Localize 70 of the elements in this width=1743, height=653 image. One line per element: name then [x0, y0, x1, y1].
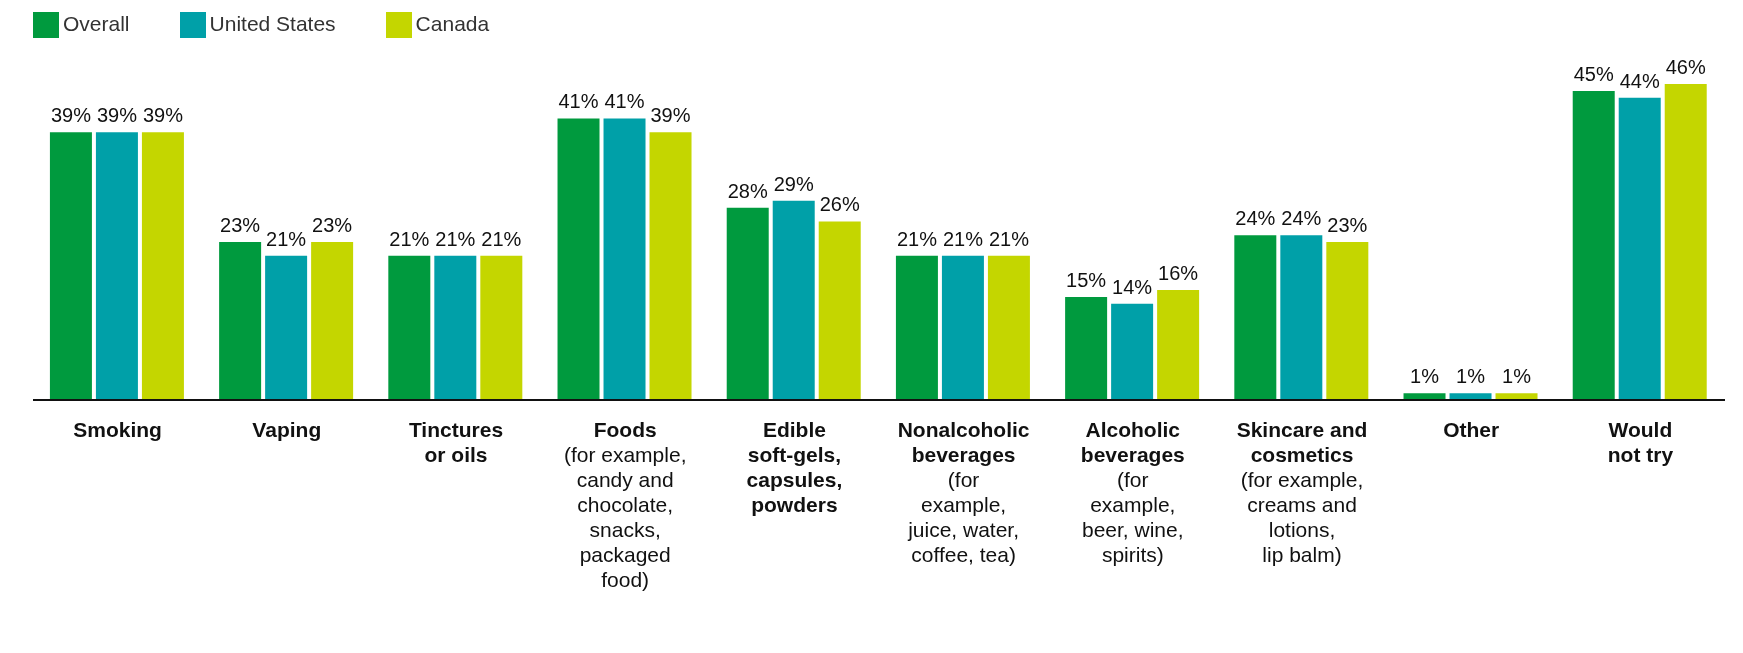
x-tick-label: Other [1443, 418, 1500, 441]
bar [388, 255, 431, 400]
bar [311, 242, 354, 400]
data-label: 23% [220, 214, 261, 237]
x-tick-label: Foods (for example, candy and chocolate, snacks, packaged food) [563, 418, 687, 591]
data-label: 21% [389, 227, 430, 250]
bar [95, 132, 138, 400]
bar [1664, 84, 1707, 400]
bar [49, 132, 92, 400]
x-tick-label: Skincare and cosmetics (for example, creams and lotions, lip balm) [1236, 418, 1368, 566]
data-label: 41% [604, 90, 645, 113]
data-label: 14% [1112, 275, 1153, 298]
bar [649, 132, 692, 400]
data-label: 39% [50, 104, 92, 127]
data-label: 1% [1410, 365, 1440, 388]
bar [726, 207, 769, 400]
legend-label: United States [209, 12, 336, 35]
bar [1572, 90, 1615, 400]
data-label: 16% [1158, 262, 1199, 285]
bar [557, 118, 600, 400]
bar [1618, 97, 1661, 400]
bar [265, 255, 308, 400]
data-label: 15% [1066, 268, 1107, 291]
data-label: 23% [312, 214, 353, 237]
x-tick-label: Would not try [1607, 418, 1674, 466]
x-tick-label: Alcoholic beverages (for example, beer, wine, spirits) [1080, 418, 1185, 566]
data-label: 39% [142, 104, 184, 127]
bar [1157, 290, 1200, 400]
bar [1280, 235, 1323, 400]
data-label: 1% [1456, 365, 1486, 388]
data-label: 1% [1502, 365, 1532, 388]
legend-label: Overall [63, 12, 130, 35]
x-tick-label: Tinctures or oils [408, 418, 504, 466]
bar [818, 221, 861, 400]
data-label: 41% [558, 90, 599, 113]
bar [895, 255, 938, 400]
data-label: 21% [988, 227, 1030, 250]
bar [219, 242, 262, 400]
data-label: 26% [819, 193, 860, 216]
legend-label: Canada [415, 12, 490, 35]
data-label: 29% [773, 172, 814, 195]
data-label: 21% [481, 227, 522, 250]
bar [141, 132, 184, 400]
bar [941, 255, 984, 400]
data-label: 39% [650, 104, 691, 127]
bar [1326, 242, 1369, 400]
x-tick-label: Vaping [252, 418, 322, 441]
bar [1111, 303, 1154, 400]
x-tick-label: Edible soft-gels, capsules, powders [746, 418, 843, 516]
bar [1065, 296, 1108, 400]
data-label: 21% [435, 227, 476, 250]
data-label: 21% [266, 227, 307, 250]
bar [603, 118, 646, 400]
data-label: 39% [96, 104, 138, 127]
bar [480, 255, 523, 400]
bar [434, 255, 477, 400]
bar [1234, 235, 1277, 400]
data-label: 45% [1573, 62, 1614, 85]
x-tick-label: Smoking [73, 418, 162, 441]
data-label: 46% [1665, 56, 1706, 79]
data-label: 24% [1235, 207, 1276, 230]
data-label: 21% [896, 227, 938, 250]
bar [987, 255, 1030, 400]
bar [772, 200, 815, 400]
data-label: 28% [727, 179, 768, 202]
data-label: 21% [942, 227, 984, 250]
data-label: 23% [1327, 214, 1368, 237]
data-label: 24% [1281, 207, 1322, 230]
x-tick-label: Nonalcoholic beverages (for example, juice, water, coffee, tea) [897, 418, 1030, 566]
data-label: 44% [1619, 69, 1660, 92]
